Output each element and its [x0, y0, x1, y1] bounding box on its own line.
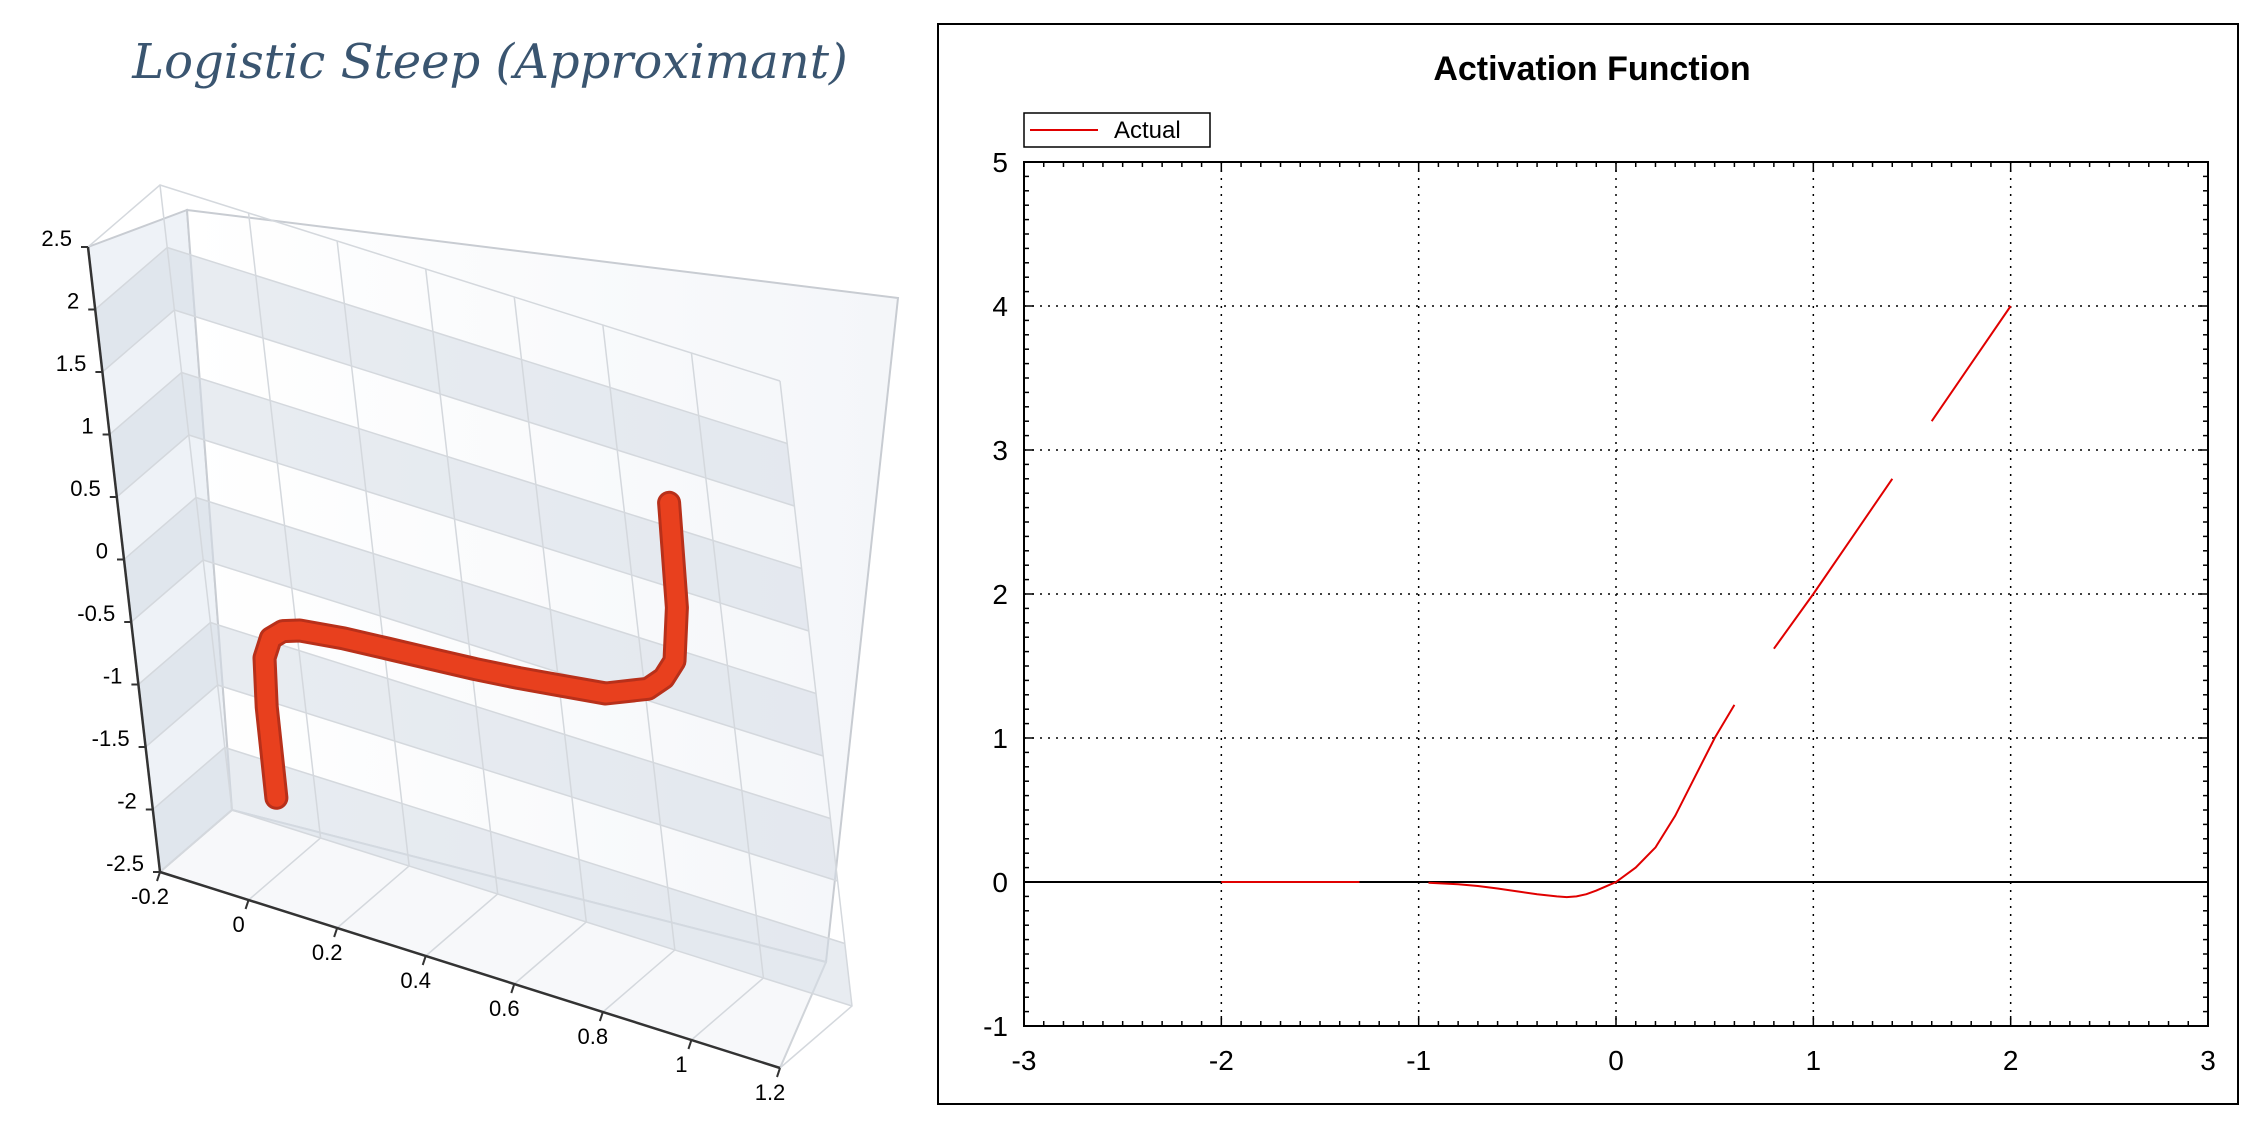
- chart-2d-y-tick-label: 5: [992, 147, 1008, 178]
- chart-3d-gridline-x: [602, 324, 676, 1013]
- chart-3d-x-tick: [776, 1067, 781, 1078]
- chart-3d-side-band: [124, 497, 204, 622]
- chart-3d-gridline-x: [779, 380, 853, 1069]
- chart-2d-frame: [937, 23, 2239, 1105]
- chart-2d-title: Activation Function: [1433, 50, 1750, 88]
- chart-2d-y-tick-label: -1: [983, 1011, 1008, 1042]
- chart-2d-y-tick-label: 0: [992, 867, 1008, 898]
- legend-label-actual: Actual: [1114, 117, 1181, 144]
- chart-3d-y-tick-label: -2.5: [106, 851, 144, 876]
- chart-3d-x-tick-label: 1: [675, 1052, 687, 1077]
- chart-3d-wall-band: [181, 372, 809, 631]
- chart-3d-x-tick-label: 0: [232, 912, 244, 937]
- chart-3d-gridline-x: [513, 296, 588, 985]
- chart-3d-y-tick-label: -1.5: [92, 726, 130, 751]
- chart-3d-x-tick: [687, 1039, 693, 1050]
- chart-2d-x-tick-label: -1: [1406, 1045, 1431, 1076]
- chart-activation-function: Activation Function -3 -2 -1 0 1 2 3 -1 0 1 2 3 4 5 A…: [937, 23, 2239, 1105]
- chart-3d-y-tick-label: 0: [96, 539, 108, 564]
- chart-3d-x-axis: [159, 870, 781, 1070]
- chart-3d-wall-band: [224, 747, 853, 1006]
- chart-2d-series-line-actual: [1221, 305, 2012, 899]
- chart-3d-wall-band: [196, 497, 824, 756]
- chart-2d-y-tick-label: 1: [992, 723, 1008, 754]
- chart-3d-x-tick: [156, 871, 161, 882]
- chart-3d-side-band: [109, 372, 189, 497]
- chart-3d-y-tick-label: 0.5: [70, 476, 101, 501]
- chart-3d-wall-band: [167, 247, 795, 506]
- chart-3d-gridline-x: [247, 212, 322, 901]
- chart-3d-x-tick: [598, 1011, 604, 1022]
- chart-2d-y-tick-label: 2: [992, 579, 1008, 610]
- chart-3d-x-tick-label: -0.2: [131, 884, 169, 909]
- chart-3d-x-tick-label: 0.6: [489, 996, 520, 1021]
- chart-3d-wall-band: [210, 622, 838, 881]
- chart-3d-side-band: [152, 747, 232, 872]
- chart-3d-title: Logistic Steep (Approximant): [131, 34, 847, 90]
- chart-3d-logistic: Logistic Steep (Approximant) -2.5 -2 -1.5 -…: [41, 34, 900, 1105]
- chart-3d-y-tick-label: 1.5: [56, 351, 87, 376]
- chart-3d-x-tick: [244, 899, 250, 910]
- chart-3d-y-tick-label: -0.5: [77, 601, 115, 626]
- chart-3d-series-line: [255, 493, 686, 807]
- chart-3d-y-tick-label: -1: [103, 664, 123, 689]
- chart-2d-x-tick-label: 1: [1806, 1045, 1822, 1076]
- chart-3d-y-tick-label: 1: [81, 414, 93, 439]
- chart-3d-y-tick-label: -2: [117, 789, 137, 814]
- chart-2d-x-tick-label: -3: [1012, 1045, 1037, 1076]
- chart-2d-legend: Actual: [1023, 112, 1211, 148]
- chart-3d-y-tick-label: 2: [67, 289, 79, 314]
- chart-3d-x-tick-label: 1.2: [755, 1080, 786, 1105]
- chart-2d-x-tick-label: 3: [2200, 1045, 2216, 1076]
- chart-3d-side-band: [95, 247, 175, 372]
- chart-2d-x-tick-label: 0: [1608, 1045, 1624, 1076]
- chart-2d-x-tick-label: -2: [1209, 1045, 1234, 1076]
- chart-2d-y-tick-label: 4: [992, 291, 1008, 322]
- chart-3d-y-tick-label: 2.5: [41, 226, 72, 251]
- chart-3d-gridline-x: [690, 352, 765, 1041]
- chart-3d-x-tick: [510, 983, 516, 994]
- chart-3d-x-tick: [333, 927, 339, 938]
- chart-3d-x-tick: [421, 955, 427, 966]
- chart-3d-gridline-x: [424, 268, 499, 957]
- chart-2d-x-tick-label: 2: [2003, 1045, 2019, 1076]
- chart-2d-y-tick-label: 3: [992, 435, 1008, 466]
- chart-3d-x-tick-label: 0.4: [400, 968, 431, 993]
- chart-3d-side-band: [138, 622, 218, 747]
- chart-3d-x-tick-label: 0.8: [578, 1024, 609, 1049]
- chart-3d-gridline-x: [336, 240, 410, 929]
- chart-3d-gridline-x: [159, 184, 233, 873]
- chart-3d-x-tick-label: 0.2: [312, 940, 343, 965]
